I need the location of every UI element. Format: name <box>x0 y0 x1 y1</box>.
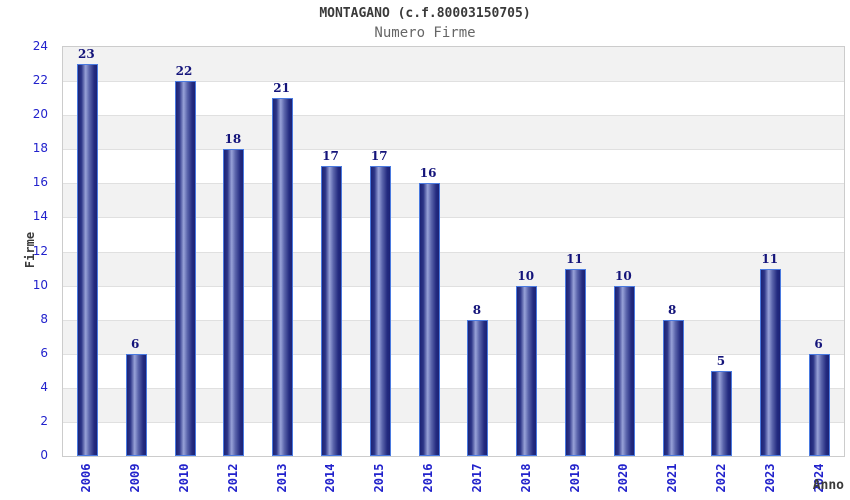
bar-value-label: 10 <box>614 268 632 283</box>
y-tick-label: 12 <box>32 243 48 258</box>
grid-band <box>63 47 844 82</box>
bar-2022 <box>711 370 733 456</box>
y-tick-label: 4 <box>40 379 48 394</box>
grid-line <box>63 183 844 185</box>
grid-line <box>63 421 844 423</box>
bar-value-label: 16 <box>419 166 437 181</box>
x-tick-label: 2010 <box>177 463 192 493</box>
grid-line <box>63 319 844 321</box>
bar-value-label: 8 <box>472 302 482 317</box>
x-axis-title: Anno <box>812 478 844 493</box>
plot-area <box>62 46 845 457</box>
bar-2021 <box>662 319 684 456</box>
chart-subtitle: Numero Firme <box>374 25 476 41</box>
y-tick-label: 6 <box>40 345 48 360</box>
grid-line <box>63 251 844 253</box>
y-tick-label: 2 <box>40 413 48 428</box>
x-tick-label: 2014 <box>323 463 338 493</box>
bar-2006 <box>76 64 98 456</box>
x-tick-label: 2021 <box>665 463 680 493</box>
bar-value-label: 23 <box>78 47 95 62</box>
chart-title: MONTAGANO (c.f.80003150705) <box>319 6 531 21</box>
bar-value-label: 22 <box>175 64 193 79</box>
bar-2018 <box>516 285 538 456</box>
bar-value-label: 18 <box>224 132 242 147</box>
y-tick-label: 18 <box>32 141 48 156</box>
grid-line <box>63 81 844 83</box>
x-tick-label: 2017 <box>469 463 484 493</box>
bar-2019 <box>565 268 587 456</box>
x-tick-label: 2019 <box>567 463 582 493</box>
bar-value-label: 11 <box>761 251 779 266</box>
x-tick-label: 2016 <box>421 463 436 493</box>
bar-value-label: 17 <box>322 149 339 164</box>
bar-value-label: 17 <box>370 149 388 164</box>
bar-value-label: 6 <box>131 336 140 351</box>
bar-2013 <box>272 98 294 456</box>
y-tick-label: 0 <box>40 448 48 462</box>
x-tick-label: 2022 <box>713 463 728 493</box>
grid-line <box>63 115 844 117</box>
x-tick-label: 2023 <box>762 463 777 493</box>
y-tick-label: 22 <box>32 73 48 88</box>
bar-value-label: 21 <box>273 81 291 96</box>
bar-value-label: 5 <box>716 353 726 368</box>
bar-2023 <box>760 268 782 456</box>
y-tick-label: 20 <box>32 107 48 122</box>
bar-2016 <box>418 183 440 456</box>
bar-2010 <box>174 81 196 456</box>
bar-2024 <box>809 353 831 456</box>
grid-line <box>63 149 844 151</box>
y-tick-label: 16 <box>32 175 48 190</box>
bar-value-label: 6 <box>814 336 823 351</box>
y-tick-label: 8 <box>40 311 48 326</box>
bar-value-label: 11 <box>566 251 583 266</box>
bar-2009 <box>125 353 147 456</box>
x-tick-label: 2006 <box>79 463 94 493</box>
y-tick-label: 14 <box>32 209 48 224</box>
bar-2014 <box>320 166 342 456</box>
grid-line <box>63 353 844 355</box>
grid-line <box>63 285 844 287</box>
x-tick-label: 2018 <box>518 463 533 493</box>
x-tick-label: 2015 <box>372 463 387 493</box>
grid-line <box>63 387 844 389</box>
bar-2012 <box>223 149 245 456</box>
y-tick-label: 10 <box>32 277 48 292</box>
x-tick-label: 2013 <box>274 463 289 493</box>
bar-2015 <box>369 166 391 456</box>
bar-value-label: 10 <box>517 268 535 283</box>
bar-2020 <box>613 285 635 456</box>
grid-line <box>63 217 844 219</box>
y-axis-title: Firme <box>23 231 37 269</box>
y-tick-label: 24 <box>32 39 48 53</box>
bar-2017 <box>467 319 489 456</box>
x-tick-label: 2012 <box>225 463 240 493</box>
x-tick-label: 2009 <box>128 463 143 493</box>
x-tick-label: 2020 <box>616 463 631 493</box>
bar-value-label: 8 <box>667 302 677 317</box>
